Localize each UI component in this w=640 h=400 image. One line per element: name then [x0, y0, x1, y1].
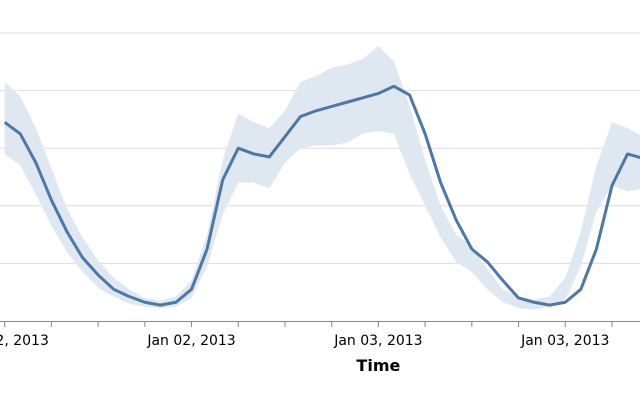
x-axis-title: Time: [356, 356, 400, 375]
x-tick-label: Jan 03, 2013: [333, 333, 422, 349]
series-line: [3, 84, 640, 307]
x-tick-label: Jan 02, 2013: [146, 333, 235, 349]
x-tick-label: Jan 03, 2013: [520, 333, 609, 349]
confidence-band-area: [4, 45, 640, 310]
grid-lines: [0, 32, 640, 264]
x-tick-label: Jan 02, 2013: [0, 333, 49, 349]
x-axis: Jan 02, 2013 Jan 02, 2013 Jan 03, 2013 Jan …: [0, 321, 640, 349]
